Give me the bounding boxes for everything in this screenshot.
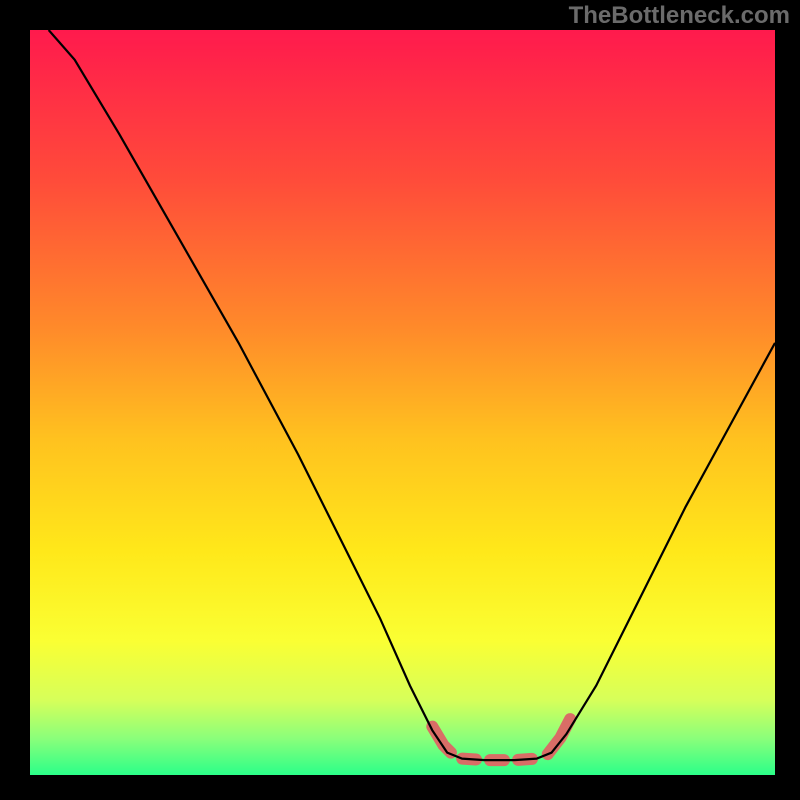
- gradient-background: [30, 30, 775, 775]
- bottleneck-chart: [30, 30, 775, 775]
- watermark-text: TheBottleneck.com: [569, 2, 790, 30]
